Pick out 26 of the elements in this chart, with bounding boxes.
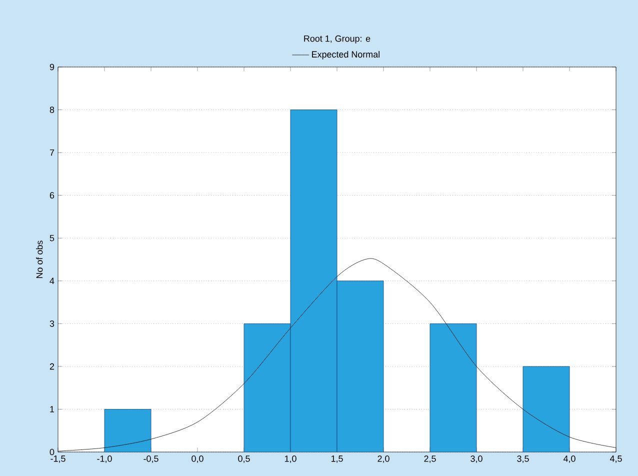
x-tick-label: 1,0 <box>284 456 296 463</box>
x-tick-label: 3,5 <box>517 456 529 463</box>
x-tick-label: 3,0 <box>470 456 482 463</box>
y-tick-label: 1 <box>50 406 54 412</box>
x-tick-label: -0,5 <box>144 456 158 463</box>
x-tick-label: 2,0 <box>378 456 390 463</box>
y-tick-label: 3 <box>50 320 54 327</box>
chart-title: Root 1, Group: e <box>304 35 370 44</box>
x-tick-label: 4,0 <box>563 456 576 463</box>
x-tick-label: 0,5 <box>238 456 250 463</box>
y-tick-label: 2 <box>50 363 54 370</box>
y-tick-label: 8 <box>50 106 54 113</box>
y-tick-label: 7 <box>50 149 54 156</box>
x-tick-label: 1,5 <box>331 456 343 463</box>
y-tick-label: 6 <box>50 192 54 199</box>
x-tick-label: 2,5 <box>424 456 436 463</box>
y-tick-label: 5 <box>50 234 54 242</box>
x-tick-label: 0,0 <box>192 456 204 463</box>
y-tick-label: 0 <box>50 448 54 456</box>
y-axis-title: No of obs <box>36 240 43 278</box>
y-tick-label: 4 <box>50 278 54 284</box>
x-tick-label: -1,5 <box>50 456 66 463</box>
x-tick-label: 4,5 <box>610 456 622 463</box>
legend-label: Expected Normal <box>312 50 380 60</box>
y-tick-label: 9 <box>50 64 54 70</box>
x-tick-label: -1,0 <box>97 456 112 463</box>
